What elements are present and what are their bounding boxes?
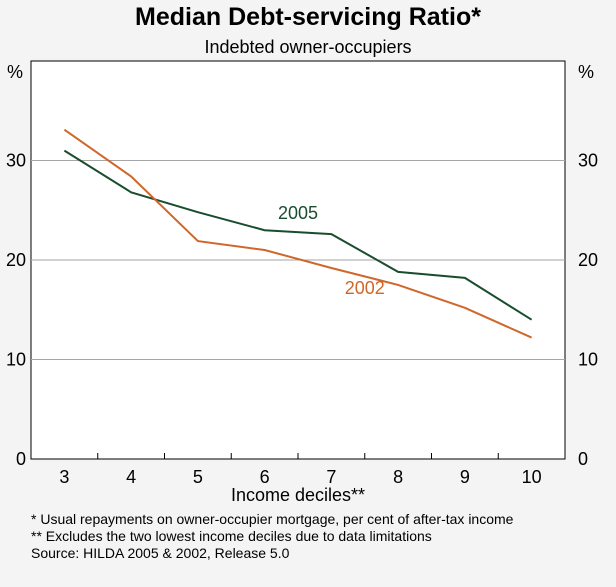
y-tick-label-right-10: 10: [578, 350, 598, 370]
x-tick-label-9: 9: [460, 467, 470, 487]
legend-label-2005: 2005: [278, 203, 318, 223]
y-tick-label-left-0: 0: [16, 449, 26, 469]
y-tick-label-left-10: 10: [6, 350, 26, 370]
x-tick-label-7: 7: [326, 467, 336, 487]
footnote-usual-repayments: * Usual repayments on owner-occupier mor…: [31, 511, 514, 527]
x-tick-label-8: 8: [393, 467, 403, 487]
legend-label-2002: 2002: [345, 278, 385, 298]
y-axis-unit-right: %: [578, 62, 594, 82]
y-tick-label-left-20: 20: [6, 250, 26, 270]
x-tick-label-4: 4: [126, 467, 136, 487]
series-lines: [63, 128, 533, 339]
y-tick-label-right-30: 30: [578, 151, 598, 171]
series-line-2005: [63, 149, 533, 321]
y-tick-label-right-0: 0: [578, 449, 588, 469]
x-tick-label-10: 10: [522, 467, 542, 487]
footnote-excludes-deciles: ** Excludes the two lowest income decile…: [31, 528, 432, 544]
chart-title: Median Debt-servicing Ratio*: [135, 3, 481, 31]
footnote-source: Source: HILDA 2005 & 2002, Release 5.0: [31, 545, 290, 561]
series-line-2002: [63, 128, 533, 339]
chart-subtitle: Indebted owner-occupiers: [204, 37, 412, 57]
axis-ticks: [30, 453, 566, 459]
x-tick-label-3: 3: [59, 467, 69, 487]
footnotes: * Usual repayments on owner-occupier mor…: [31, 511, 611, 562]
axis-labels: 0 0 10 10 20 20 30 30% % 3 4 5 6 7 8 9 10 Income deciles*…: [6, 62, 598, 505]
y-tick-label-left-30: 30: [6, 151, 26, 171]
y-axis-unit-left: %: [7, 62, 23, 82]
x-axis-title: Income deciles**: [231, 485, 365, 505]
x-tick-label-6: 6: [260, 467, 270, 487]
y-tick-label-right-20: 20: [578, 250, 598, 270]
x-tick-label-5: 5: [193, 467, 203, 487]
